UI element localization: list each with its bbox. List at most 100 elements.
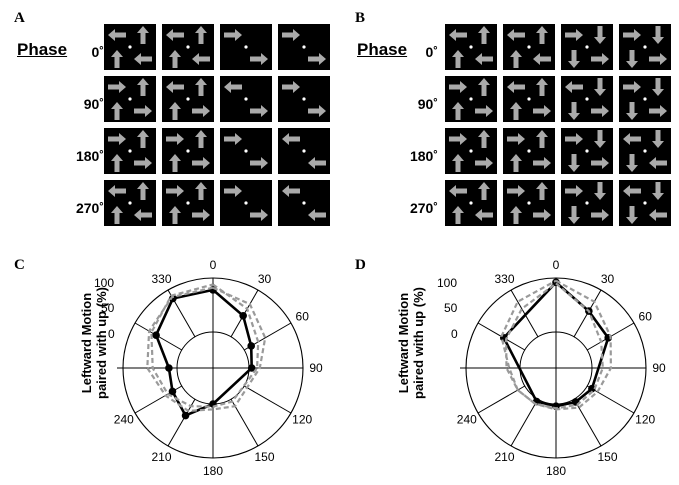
arrow-L-icon bbox=[282, 185, 300, 197]
angle-label-150: 150 bbox=[254, 450, 274, 464]
data-point bbox=[247, 342, 255, 350]
arrow-R-icon bbox=[224, 29, 242, 41]
series-line-2 bbox=[504, 282, 604, 410]
arrow-L-icon bbox=[649, 157, 667, 169]
phase-heading-b: Phase bbox=[357, 40, 408, 59]
arrow-L-icon bbox=[308, 157, 326, 169]
arrow-L-icon bbox=[166, 29, 184, 41]
fixation-dot bbox=[244, 45, 248, 49]
fixation-dot bbox=[585, 97, 589, 101]
stimulus-frame-b-0-1 bbox=[503, 24, 555, 70]
arrow-R-icon bbox=[565, 29, 583, 41]
arrow-L-icon bbox=[507, 81, 525, 93]
data-point bbox=[588, 384, 596, 393]
arrow-L-icon bbox=[623, 185, 641, 197]
arrow-D-icon bbox=[594, 26, 606, 44]
arrow-U-icon bbox=[111, 102, 123, 120]
arrow-U-icon bbox=[137, 78, 149, 96]
arrow-L-icon bbox=[166, 81, 184, 93]
arrow-L-icon bbox=[108, 185, 126, 197]
arrow-R-icon bbox=[308, 105, 326, 117]
angle-label-120: 120 bbox=[635, 413, 655, 427]
polar-ylabel-c-line2: paired with up (%) bbox=[94, 287, 109, 399]
radial-tick-0: 0 bbox=[451, 326, 458, 341]
stimulus-frame-b-3-2 bbox=[561, 180, 613, 226]
stimulus-frame-a-3-0 bbox=[104, 180, 156, 226]
arrow-R-icon bbox=[591, 105, 609, 117]
arrow-L-icon bbox=[134, 209, 152, 221]
arrow-R-icon bbox=[591, 157, 609, 169]
polar-ylabel-d-line1: Leftward Motion bbox=[396, 292, 411, 394]
polar-ylabel-c: Leftward Motion paired with up (%) bbox=[79, 268, 109, 418]
arrow-R-icon bbox=[250, 209, 268, 221]
stimulus-frame-b-1-0 bbox=[445, 76, 497, 122]
stimulus-frame-b-0-0 bbox=[445, 24, 497, 70]
fixation-dot bbox=[585, 149, 589, 153]
angle-label-150: 150 bbox=[597, 450, 617, 464]
stimulus-frame-a-2-1 bbox=[162, 128, 214, 174]
fixation-dot bbox=[128, 149, 132, 153]
arrow-L-icon bbox=[475, 209, 493, 221]
stimulus-frame-b-3-3 bbox=[619, 180, 671, 226]
arrow-U-icon bbox=[169, 102, 181, 120]
arrow-R-icon bbox=[533, 157, 551, 169]
arrow-U-icon bbox=[169, 206, 181, 224]
phase-label-a-180: 180˚ bbox=[75, 148, 104, 164]
arrow-R-icon bbox=[250, 53, 268, 65]
panel-letter-a: A bbox=[14, 10, 25, 26]
fixation-dot bbox=[128, 201, 132, 205]
angle-label-330: 330 bbox=[151, 272, 171, 286]
arrow-U-icon bbox=[111, 50, 123, 68]
arrow-D-icon bbox=[568, 206, 580, 224]
fixation-dot bbox=[527, 45, 531, 49]
arrow-R-icon bbox=[282, 81, 300, 93]
fixation-dot bbox=[643, 97, 647, 101]
stimulus-frame-a-1-3 bbox=[278, 76, 330, 122]
stimulus-frame-b-2-1 bbox=[503, 128, 555, 174]
phase-label-b-180: 180˚ bbox=[409, 148, 438, 164]
fixation-dot bbox=[302, 45, 306, 49]
arrow-R-icon bbox=[533, 209, 551, 221]
arrow-R-icon bbox=[475, 105, 493, 117]
fixation-dot bbox=[186, 97, 190, 101]
phase-label-a-90: 90˚ bbox=[83, 96, 104, 112]
arrow-D-icon bbox=[652, 130, 664, 148]
stimulus-frame-a-0-2 bbox=[220, 24, 272, 70]
stimulus-frame-b-0-3 bbox=[619, 24, 671, 70]
fixation-dot bbox=[469, 201, 473, 205]
data-point bbox=[168, 387, 177, 396]
arrow-U-icon bbox=[195, 78, 207, 96]
angle-label-180: 180 bbox=[203, 464, 223, 478]
arrow-R-icon bbox=[108, 81, 126, 93]
stimulus-frame-b-2-3 bbox=[619, 128, 671, 174]
arrow-R-icon bbox=[166, 185, 184, 197]
arrow-U-icon bbox=[478, 130, 490, 148]
arrow-R-icon bbox=[134, 157, 152, 169]
series-line-1 bbox=[146, 286, 267, 413]
stimulus-frame-a-1-0 bbox=[104, 76, 156, 122]
fixation-dot bbox=[244, 201, 248, 205]
stimulus-frame-b-2-2 bbox=[561, 128, 613, 174]
phase-label-b-270: 270˚ bbox=[409, 200, 438, 216]
angle-label-240: 240 bbox=[457, 413, 477, 427]
stimulus-frame-a-3-2 bbox=[220, 180, 272, 226]
arrow-L-icon bbox=[224, 81, 242, 93]
fixation-dot bbox=[128, 97, 132, 101]
arrow-U-icon bbox=[536, 26, 548, 44]
arrow-R-icon bbox=[565, 185, 583, 197]
radial-tick-50: 50 bbox=[444, 301, 458, 316]
arrow-D-icon bbox=[626, 206, 638, 224]
arrow-R-icon bbox=[591, 209, 609, 221]
arrow-D-icon bbox=[652, 78, 664, 96]
arrow-R-icon bbox=[192, 209, 210, 221]
arrow-U-icon bbox=[536, 130, 548, 148]
polar-spoke bbox=[510, 289, 539, 338]
arrow-U-icon bbox=[195, 26, 207, 44]
fixation-dot bbox=[186, 149, 190, 153]
stimulus-frame-a-3-3 bbox=[278, 180, 330, 226]
data-point bbox=[169, 294, 177, 303]
stimulus-frame-a-2-3 bbox=[278, 128, 330, 174]
stimulus-frame-b-2-0 bbox=[445, 128, 497, 174]
arrow-R-icon bbox=[166, 133, 184, 145]
stimulus-frame-a-1-1 bbox=[162, 76, 214, 122]
